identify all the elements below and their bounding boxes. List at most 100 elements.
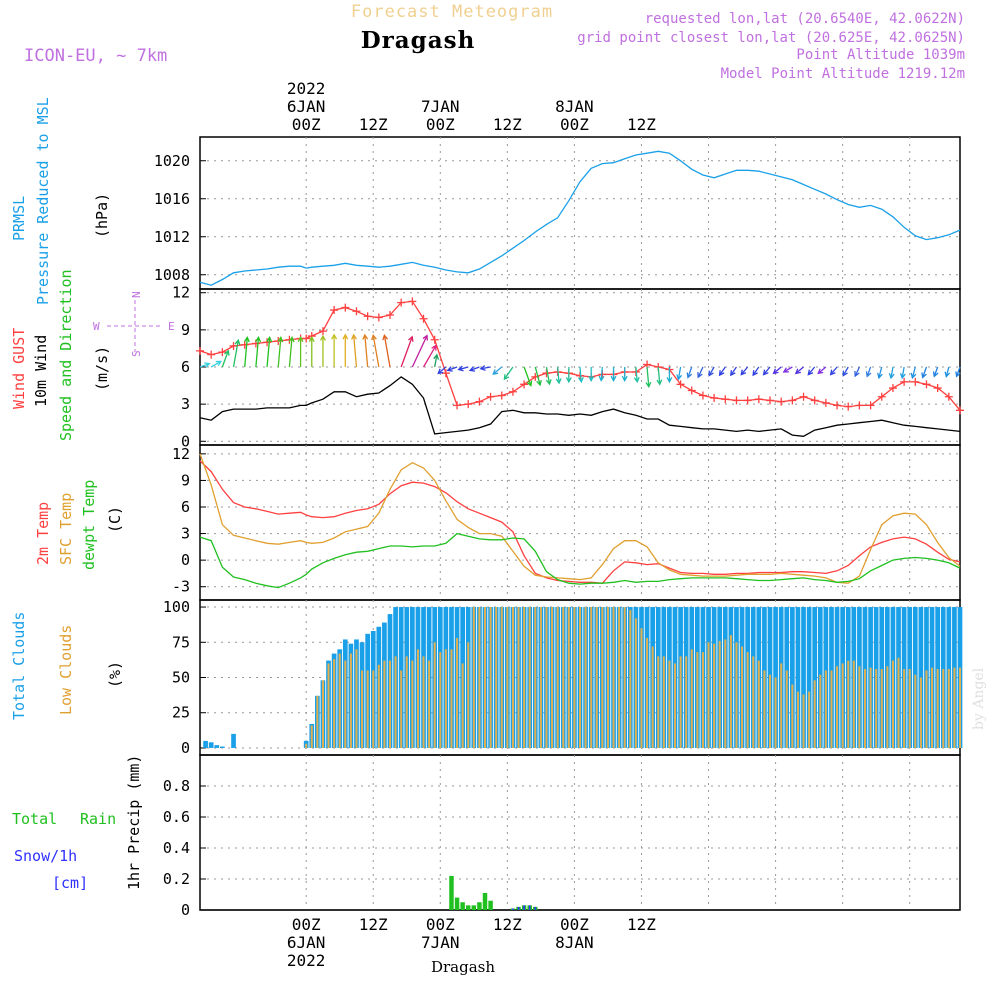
wind-arrow-shaft [199,363,210,368]
low-cloud-bar [713,643,716,748]
rain-label: Rain [80,810,116,828]
low-cloud-bar [517,607,520,748]
wind-gust-marker [430,335,439,344]
wind-gust-marker [196,346,204,355]
rain-bar [477,902,482,910]
wind-ytick-label: 3 [181,395,190,413]
low-cloud-bar [819,674,822,748]
wind-gust-marker [302,334,311,343]
wind-gust-marker [441,369,450,378]
wind-arrow-head [331,333,338,340]
snow-bar [523,905,525,910]
wind-direction-arrow [877,366,883,380]
clouds-ytick-label: 25 [172,704,190,722]
wind-direction-arrow [588,367,595,382]
wind-arrow-head [457,365,464,372]
wind-arrow-shaft [221,350,229,368]
wind-direction-arrow [577,366,584,384]
low-cloud-bar [595,607,598,748]
wind-arrow-shaft [480,366,491,370]
low-cloud-bar [344,660,347,748]
wind-arrow-head [854,370,860,378]
wind-arrow-shaft [740,366,749,376]
wind-direction-arrow [232,338,241,368]
clouds-ytick-label: 100 [163,598,190,616]
wind-arrow-head [794,368,801,375]
wind-direction-arrow [422,344,437,368]
snow-bar [528,905,531,910]
wind-arrow-head [807,369,814,376]
low-cloud-bar [562,607,565,748]
wind-arrow-head [342,333,349,340]
wind-arrow-shaft [866,366,872,377]
wind-arrow-shaft [210,360,222,368]
model-point-altitude: Model Point Altitude 1219.12m [721,66,965,82]
wind-gust-marker [810,396,819,405]
wind-arrow-head [656,379,663,386]
top-time-label: 7JAN [421,97,460,116]
wind-ytick-label: 12 [172,284,190,302]
footer-location: Dragash [431,958,495,976]
wind-arrow-shaft [364,334,369,368]
wind-direction-arrow [210,360,223,368]
low-cloud-bar [372,670,375,748]
wind-gust-marker [732,396,741,405]
rain-bar [482,892,488,910]
wind-gust-marker [866,401,875,410]
wind-arrow-shaft [579,366,582,382]
low-cloud-bar [768,674,772,748]
wind-arrow-shaft [708,366,715,376]
wind-direction-arrow [362,333,369,368]
low-cloud-bar [394,656,397,748]
low-cloud-bar [763,670,766,748]
wind-arrow-head [762,369,769,376]
clouds-ytick-label: 50 [172,669,190,687]
wind-gust-marker [911,377,920,386]
wind-arrow-head [865,371,872,378]
low-cloud-bar [897,657,900,748]
wind-arrow-shaft [830,366,838,376]
wind-gust-marker [464,400,473,409]
wind-gust-marker [777,397,786,406]
wind-arrow-head [842,370,848,377]
wind-arrow-head [243,336,250,343]
low-cloud-bar [495,607,498,748]
low-cloud-bar [361,670,364,748]
temp-2m-label: 2m Temp [34,502,52,565]
wind-arrow-shaft [677,366,682,380]
wind-direction-arrow [371,333,380,368]
low-cloud-bar [863,669,867,748]
wind-arrow-head [740,369,747,376]
wind-arrow-head [371,333,377,341]
low-cloud-bar [439,652,442,748]
wind-direction-arrow [503,366,514,381]
wind-direction-arrow [955,366,961,378]
prmsl-label: PRMSL [10,196,28,241]
wind-gust-marker [352,307,361,316]
low-cloud-bar [942,669,945,748]
dewpt-temp-label: dewpt Temp [80,480,98,570]
low-cloud-bar [880,669,883,748]
wind-gust-marker [330,306,339,315]
wind-arrow-shaft [817,366,827,374]
rain-bar [460,902,465,910]
temp-panel-labels: 2m Temp SFC Temp dewpt Temp (C) [34,480,124,570]
wind-arrow-head [408,335,414,342]
low-cloud-bar [333,659,336,748]
wind-direction-arrow [534,366,542,387]
wind-direction-arrow [854,366,861,378]
precip-panel-labels: Total Rain Snow/1h [cm] 1hr Precip (mm) [12,755,143,892]
low-cloud-bar [422,656,425,748]
wind-direction-arrow [433,353,440,368]
precip-unit-label: 1hr Precip (mm) [125,755,143,890]
wind-gust-marker [844,402,853,411]
wind-arrow-shaft [383,335,391,368]
wind-gust-marker [710,393,719,402]
low-cloud-bar [483,607,487,748]
low-cloud-bar [556,607,559,748]
total-cloud-bar [208,742,214,748]
wind-arrow-head [422,334,428,341]
wind-arrow-shaft [353,334,358,368]
